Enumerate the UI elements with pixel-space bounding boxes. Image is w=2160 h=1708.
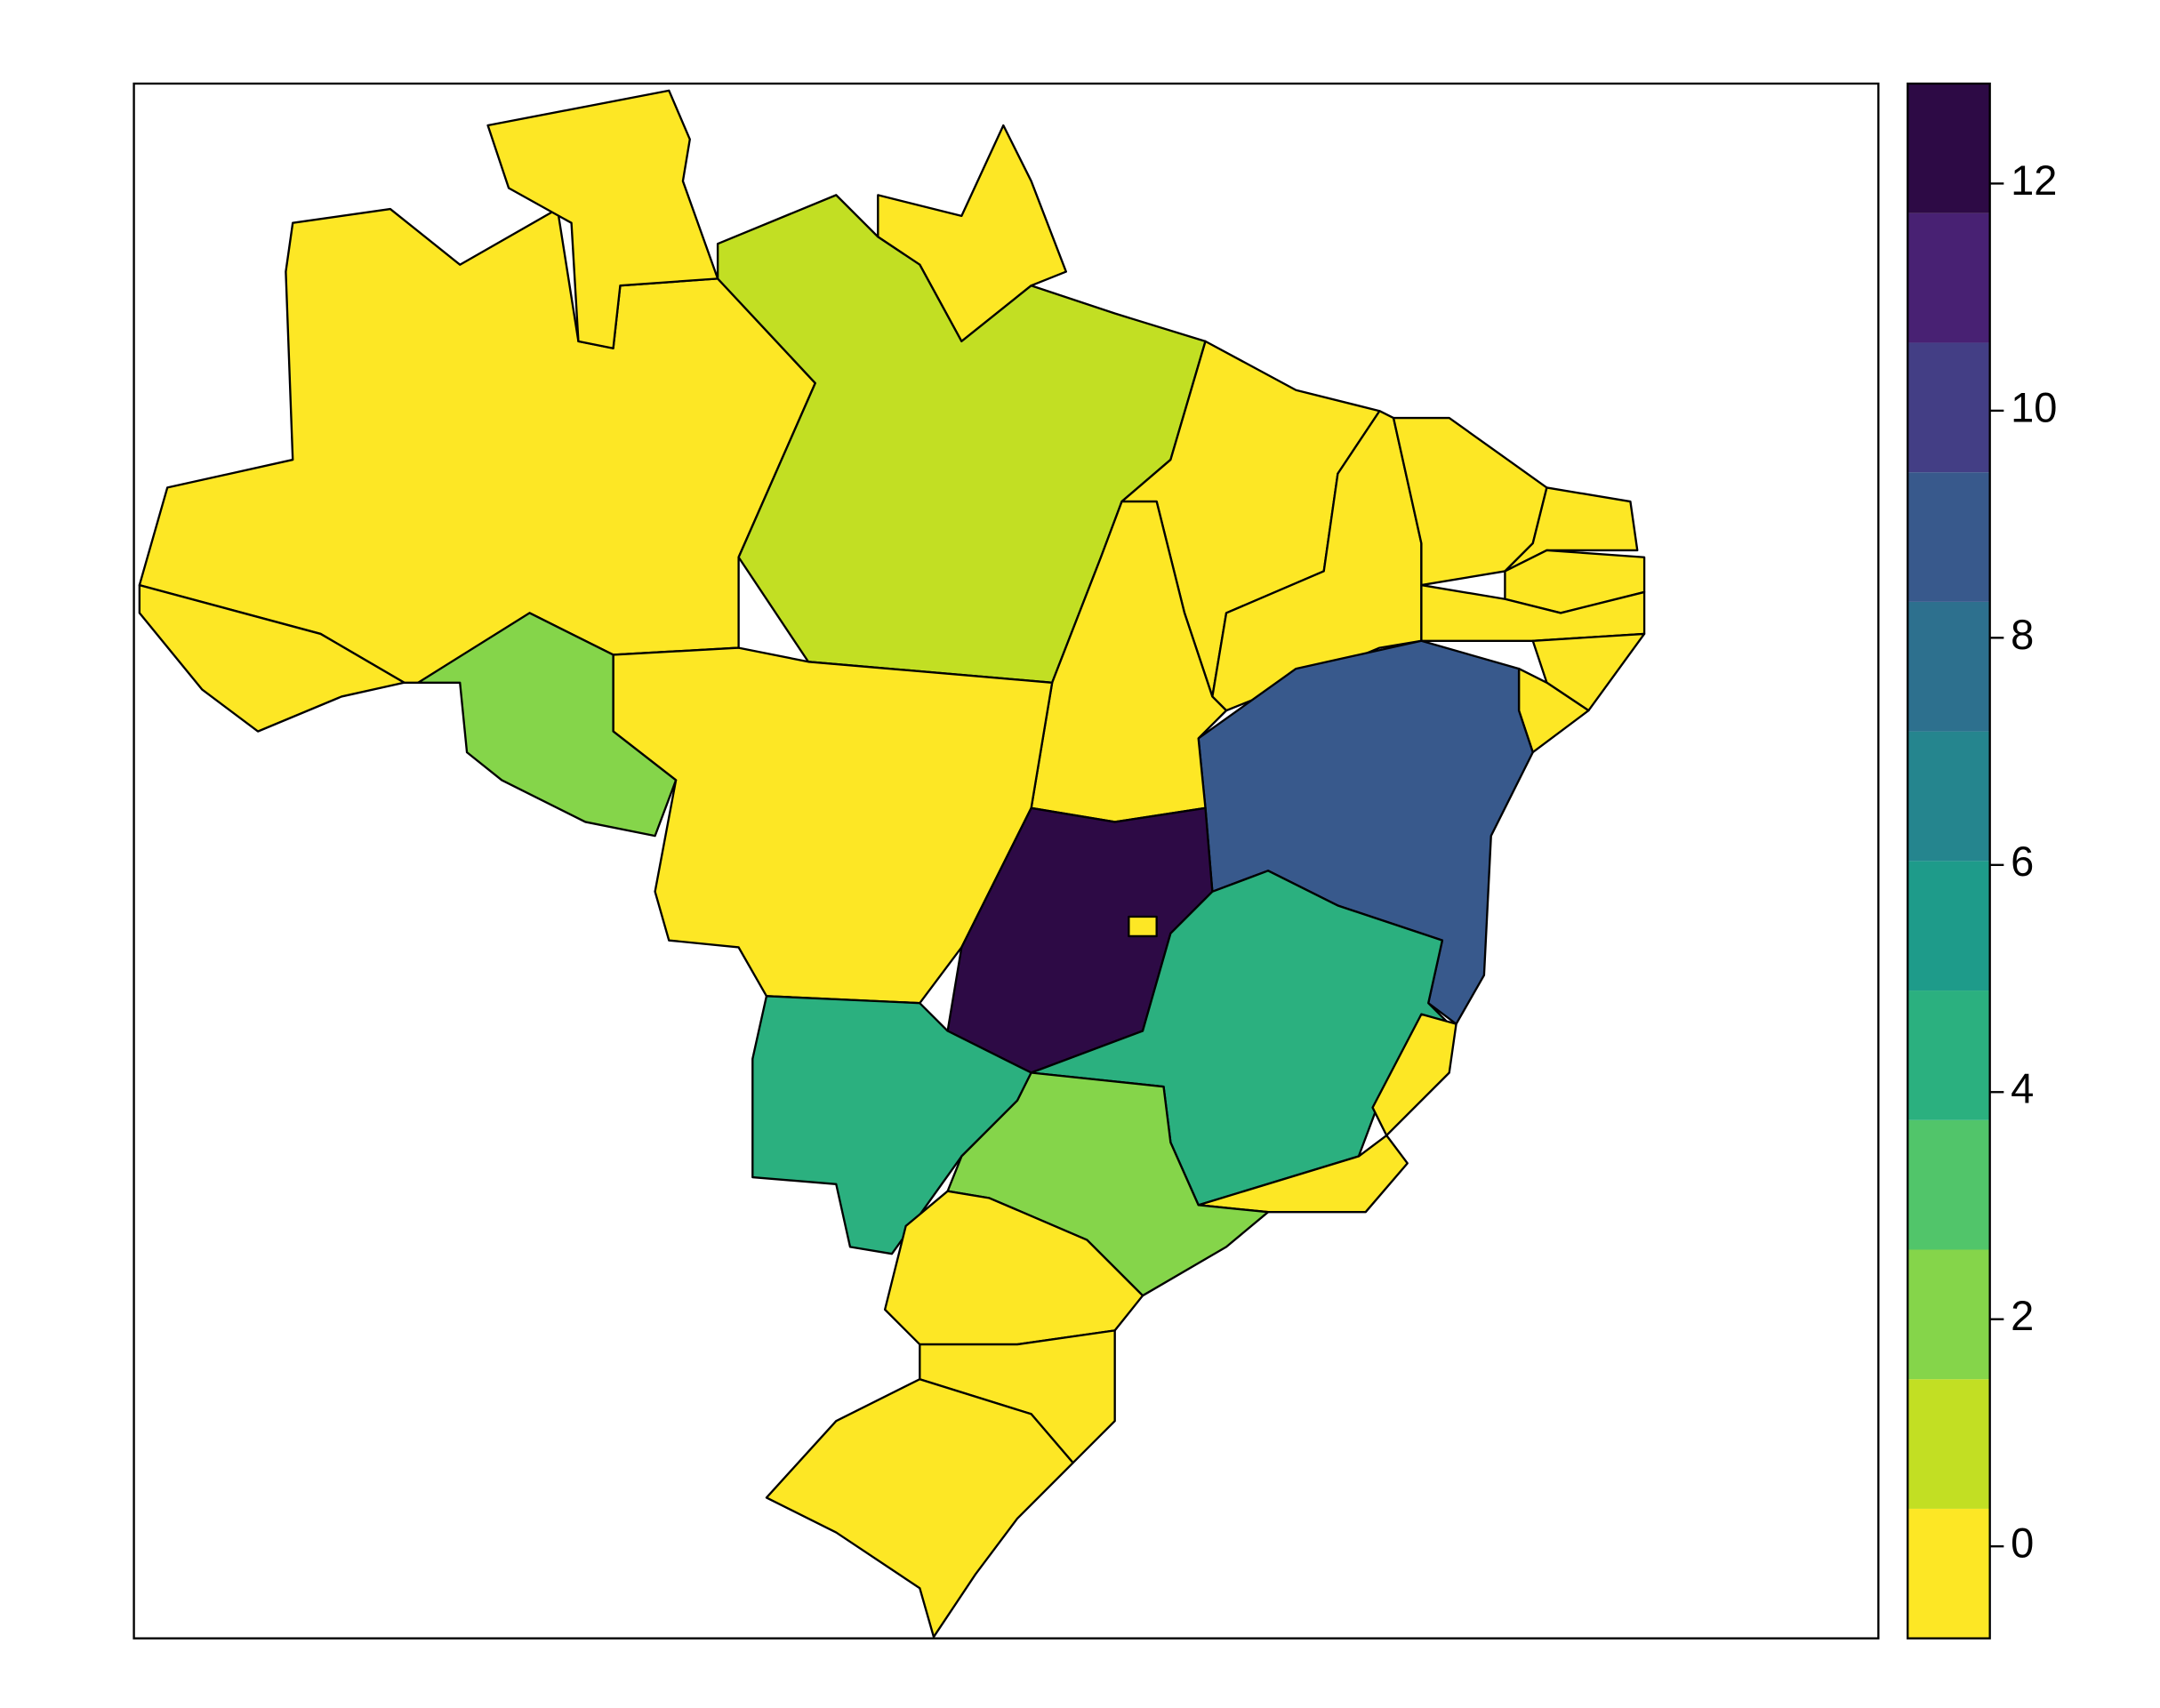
map (138, 89, 1646, 1639)
tick-label: 8 (2011, 611, 2034, 658)
region (1371, 1013, 1457, 1137)
region (1128, 915, 1158, 938)
colorbar-bin (1907, 1249, 1990, 1380)
colorbar-frame (1907, 82, 1991, 1640)
tick-label: 12 (2011, 156, 2057, 204)
colorbar-bin (1907, 731, 1990, 862)
region (138, 583, 406, 733)
region (751, 995, 1032, 1255)
plot-frame (132, 82, 1880, 1640)
tick-label: 6 (2011, 838, 2034, 885)
colorbar-bin (1907, 1379, 1990, 1509)
tick-label: 0 (2011, 1520, 2034, 1567)
colorbar-bin (1907, 601, 1990, 732)
region (765, 1378, 1074, 1639)
tick-label: 4 (2011, 1065, 2034, 1112)
colorbar-bin (1907, 472, 1990, 602)
colorbar-bin (1907, 990, 1990, 1120)
region (417, 612, 678, 838)
region (1420, 583, 1646, 642)
tick-label: 2 (2011, 1292, 2034, 1339)
region (486, 89, 719, 349)
colorbar-bin (1907, 212, 1990, 343)
colorbar-bin (1907, 1508, 1990, 1639)
colorbar-bin (1907, 342, 1990, 473)
colorbar: 0 2 4 6 8 10 12 (1907, 82, 2057, 1640)
region (1030, 500, 1228, 823)
tick-label: 10 (2011, 383, 2057, 430)
colorbar-bin (1907, 861, 1990, 991)
colorbar-bin (1907, 84, 1990, 213)
colorbar-bin (1907, 1119, 1990, 1250)
